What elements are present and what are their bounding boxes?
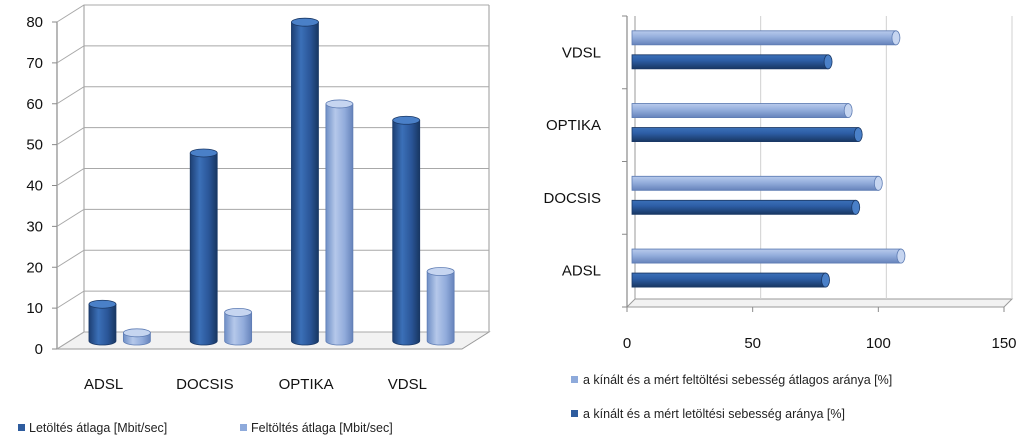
left-chart-bar-cap-optika-download [291,17,319,27]
left-chart-gridline [56,86,489,105]
right-chart-legend: a kínált és a mért feltöltési sebesség á… [571,373,892,421]
left-chart-bar-adsl-download [88,303,117,346]
left-chart-y-ticks: 0 10 20 30 40 50 60 70 80 [26,14,57,358]
right-chart-bar-cap-docsis-download [851,199,861,215]
right-chart-bar-cap-docsis-upload [873,175,883,191]
left-chart-y-tick-label: 80 [26,14,43,31]
left-chart-y-tick-label: 50 [26,137,43,154]
left-chart: 0 10 20 30 40 50 60 70 80 ADSL DOCSIS OPTIKA VDSL L… [18,4,491,435]
right-chart-bar-cap-vdsl-upload [891,30,901,46]
right-chart-category-label: ADSL [562,263,601,280]
left-chart-category-label: VDSL [388,376,427,393]
right-chart-bars [631,30,906,288]
left-chart-bars [88,17,455,346]
right-chart-bar-adsl-upload [631,248,902,264]
left-chart-category-label: DOCSIS [176,376,234,393]
left-chart-gridline [56,331,489,350]
right-chart-legend-swatch-upload [571,376,578,383]
left-chart-bar-optika-download [291,21,319,346]
left-chart-gridline [56,168,489,186]
left-chart-gridlines [56,4,489,350]
left-chart-y-tick-label: 0 [35,341,43,358]
left-chart-legend-label-download: Letöltés átlaga [Mbit/sec] [29,421,167,435]
right-chart-x-tick-label: 0 [623,335,631,352]
left-chart-category-label: OPTIKA [279,376,334,393]
left-chart-gridline [56,249,489,268]
left-chart-bar-cap-vdsl-upload [426,267,455,276]
left-chart-y-tick-label: 10 [26,300,43,317]
left-chart-y-tick-label: 70 [26,55,43,72]
right-chart-bar-optika-upload [631,103,849,118]
left-chart-y-tick-label: 30 [26,218,43,235]
left-chart-bar-vdsl-download [392,119,421,346]
left-chart-legend-swatch-download [18,424,25,431]
left-chart-bar-cap-docsis-download [189,148,218,158]
right-chart-x-ticks: 0 50 100 150 [623,307,1017,352]
right-chart-legend-label-upload: a kínált és a mért feltöltési sebesség á… [583,373,892,387]
left-chart-bar-cap-optika-upload [325,99,354,109]
left-chart-category-labels: ADSL DOCSIS OPTIKA VDSL [84,376,427,393]
right-chart-category-label: OPTIKA [546,117,601,134]
left-chart-plot-frame [55,5,491,350]
right-chart-x-tick-label: 150 [991,335,1016,352]
left-chart-gridline [56,4,489,23]
left-chart-bar-cap-adsl-upload [122,328,151,338]
right-chart-bar-optika-download [631,127,859,142]
left-chart-bar-vdsl-upload [426,271,455,346]
left-chart-gridline [56,290,489,309]
right-chart-category-labels: ADSL DOCSIS OPTIKA VDSL [543,44,601,279]
left-chart-bar-cap-adsl-download [88,299,117,309]
right-chart-bar-cap-adsl-upload [896,248,906,264]
left-chart-bar-optika-upload [325,103,354,346]
left-chart-gridline [56,208,489,227]
right-chart-bar-cap-adsl-download [821,272,830,288]
left-chart-gridline [56,45,489,64]
left-chart-gridline [56,127,489,146]
left-chart-y-tick-label: 60 [26,96,43,113]
right-chart-bar-vdsl-upload [631,30,897,46]
right-chart-bar-cap-vdsl-download [823,54,833,70]
right-chart-legend-label-download: a kínált és a mért letöltési sebesség ar… [583,407,845,421]
left-chart-bar-cap-vdsl-download [392,115,421,125]
right-chart-x-tick-label: 100 [866,335,891,352]
right-chart-floor [625,298,1014,308]
right-chart-bar-vdsl-download [631,54,829,70]
right-chart-legend-swatch-download [571,410,578,417]
left-chart-y-tick-label: 20 [26,259,43,276]
left-chart-category-label: ADSL [84,376,123,393]
left-chart-legend-swatch-upload [240,424,247,431]
left-chart-bar-cap-docsis-upload [224,307,253,317]
left-chart-legend: Letöltés átlaga [Mbit/sec] Feltöltés átla… [18,421,393,435]
left-chart-legend-label-upload: Feltöltés átlaga [Mbit/sec] [251,421,393,435]
left-chart-bar-docsis-upload [224,311,253,346]
left-chart-bar-docsis-download [189,152,218,346]
right-chart-category-label: DOCSIS [543,190,601,207]
right-chart-bar-cap-optika-download [853,127,863,142]
right-chart-bar-docsis-download [631,199,857,215]
right-chart-bar-cap-optika-upload [843,103,853,118]
right-chart-bar-docsis-upload [631,175,879,191]
right-chart-bar-adsl-download [631,272,826,288]
left-chart-floor [55,331,491,350]
right-chart: 0 50 100 150 ADSL DOCSIS OPTIKA VDSL a kínált … [543,15,1017,421]
right-chart-category-label: VDSL [562,44,601,61]
right-chart-x-tick-label: 50 [744,335,761,352]
left-chart-y-tick-label: 40 [26,178,43,195]
